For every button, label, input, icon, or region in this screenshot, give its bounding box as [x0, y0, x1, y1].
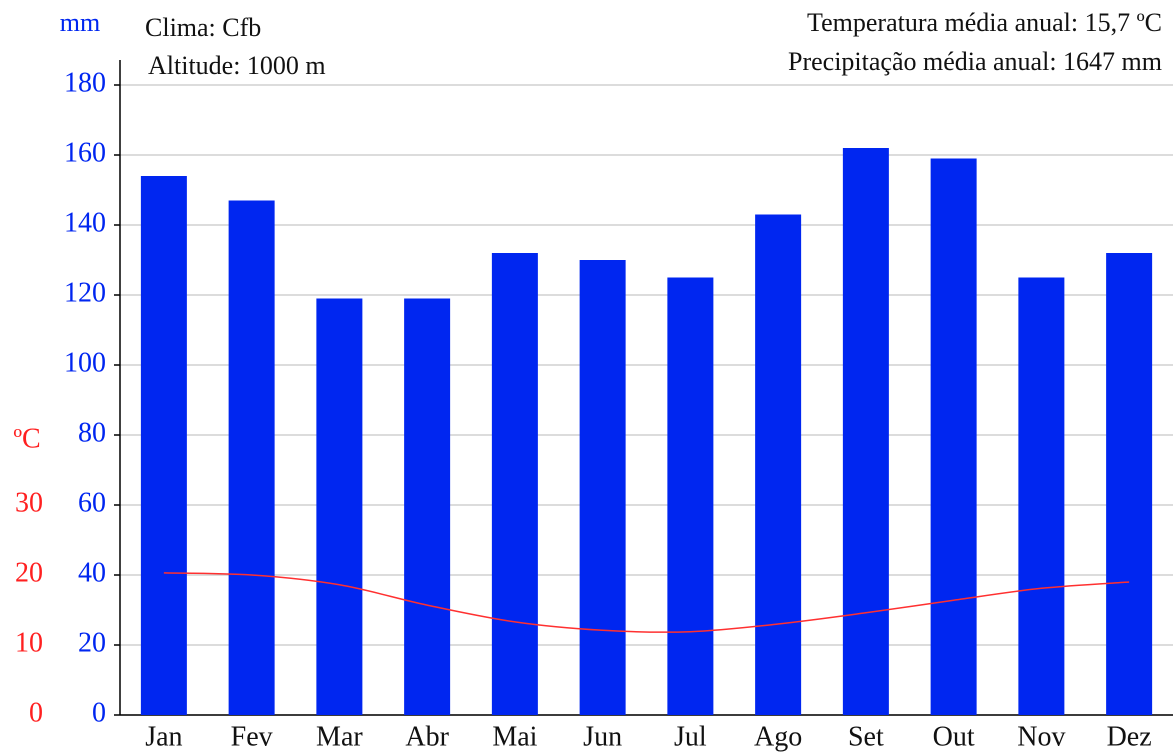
bar: [228, 200, 275, 715]
annotation: Temperatura média anual: 15,7 ºC: [807, 8, 1162, 37]
y2-tick-label: 30: [15, 487, 43, 518]
annotation: Altitude: 1000 m: [148, 51, 326, 80]
bar: [316, 298, 363, 715]
x-tick-label: Jun: [583, 721, 622, 752]
y-tick-label: 120: [64, 277, 106, 308]
bar: [579, 260, 626, 715]
temperature-line: [163, 572, 1130, 633]
annotation: Precipitação média anual: 1647 mm: [788, 47, 1162, 76]
x-tick-label: Fev: [231, 721, 273, 752]
y-tick-label: 60: [78, 487, 106, 518]
y-tick-label: 100: [64, 347, 106, 378]
x-tick-label: Mai: [492, 721, 537, 752]
x-tick-label: Abr: [405, 721, 449, 752]
bar: [842, 148, 889, 715]
bar: [491, 253, 538, 715]
y-tick-label: 160: [64, 137, 106, 168]
y-tick-label: 0: [92, 697, 106, 728]
y2-axis-label: ºC: [13, 423, 40, 454]
bar: [404, 298, 451, 715]
x-tick-label: Jul: [674, 721, 707, 752]
y-tick-label: 140: [64, 207, 106, 238]
x-tick-label: Ago: [754, 721, 802, 752]
x-tick-label: Dez: [1107, 721, 1152, 752]
bar: [140, 176, 187, 715]
annotation: Clima: Cfb: [145, 13, 261, 42]
x-tick-label: Mar: [316, 721, 363, 752]
bar: [1018, 277, 1065, 715]
y2-tick-label: 0: [29, 697, 43, 728]
y-axis-label: mm: [60, 8, 100, 37]
y-tick-label: 180: [64, 67, 106, 98]
y-tick-label: 20: [78, 627, 106, 658]
y-tick-label: 40: [78, 557, 106, 588]
y2-tick-label: 20: [15, 557, 43, 588]
y-tick-label: 80: [78, 417, 106, 448]
x-tick-label: Nov: [1017, 721, 1065, 752]
x-tick-label: Set: [848, 721, 884, 752]
bar: [1106, 253, 1153, 715]
bar: [755, 214, 802, 715]
x-tick-label: Jan: [145, 721, 182, 752]
y2-tick-label: 10: [15, 627, 43, 658]
bar: [667, 277, 714, 715]
bar: [930, 158, 977, 715]
x-tick-label: Out: [933, 721, 975, 752]
